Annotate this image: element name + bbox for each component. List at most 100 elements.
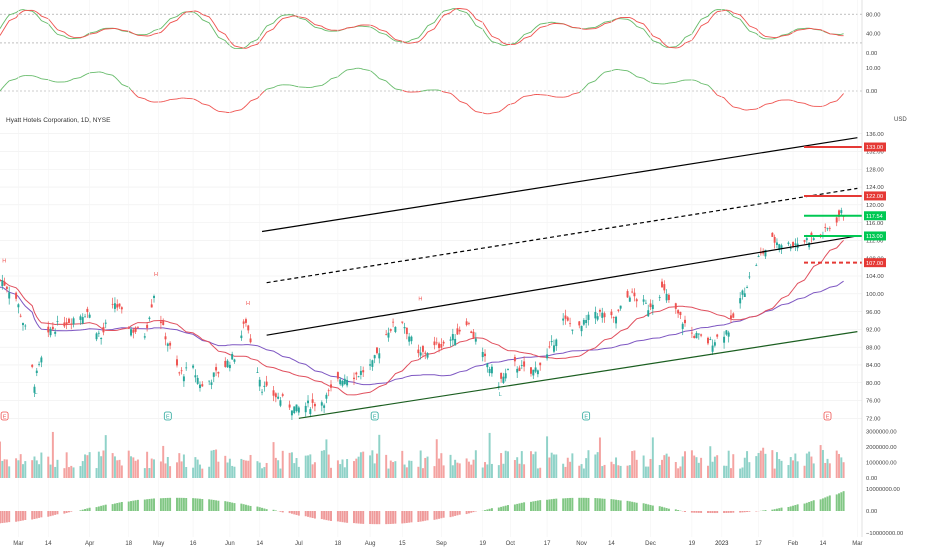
candle-body[interactable] — [684, 319, 686, 324]
candle-body[interactable] — [824, 227, 827, 228]
candle-body[interactable] — [442, 341, 445, 344]
candle-body[interactable] — [210, 382, 213, 385]
candle-body[interactable] — [81, 317, 84, 324]
candle-body[interactable] — [615, 316, 618, 324]
candle-body[interactable] — [392, 321, 395, 323]
candle-body[interactable] — [376, 347, 378, 354]
candle-body[interactable] — [153, 295, 155, 299]
candle-body[interactable] — [378, 353, 381, 359]
candle-body[interactable] — [748, 276, 751, 278]
candle-body[interactable] — [176, 359, 178, 366]
candle-body[interactable] — [490, 366, 493, 374]
candle-body[interactable] — [277, 396, 280, 399]
candle-body[interactable] — [323, 405, 326, 408]
candle-body[interactable] — [263, 385, 266, 387]
candle-body[interactable] — [794, 243, 797, 245]
candle-body[interactable] — [603, 313, 606, 318]
candle-body[interactable] — [143, 336, 146, 338]
candle-body[interactable] — [617, 309, 620, 311]
candle-body[interactable] — [516, 368, 519, 373]
candle-body[interactable] — [530, 367, 532, 374]
candle-body[interactable] — [775, 242, 778, 245]
candle-body[interactable] — [288, 404, 291, 408]
candle-body[interactable] — [803, 240, 806, 242]
candle-body[interactable] — [182, 376, 185, 382]
candle-body[interactable] — [40, 357, 43, 363]
candle-body[interactable] — [419, 352, 422, 356]
candle-body[interactable] — [649, 303, 652, 308]
candle-body[interactable] — [828, 227, 831, 229]
candle-body[interactable] — [180, 370, 183, 372]
candle-body[interactable] — [31, 364, 34, 367]
candle-body[interactable] — [449, 339, 452, 341]
candle-body[interactable] — [458, 329, 461, 332]
candle-body[interactable] — [196, 377, 199, 384]
candle-body[interactable] — [231, 353, 234, 360]
candle-body[interactable] — [353, 377, 355, 380]
candle-body[interactable] — [426, 353, 429, 358]
candle-body[interactable] — [373, 355, 376, 359]
candle-body[interactable] — [95, 333, 98, 340]
candle-body[interactable] — [102, 326, 105, 333]
candle-body[interactable] — [3, 281, 6, 286]
candle-body[interactable] — [587, 314, 590, 320]
candle-body[interactable] — [256, 372, 259, 373]
candle-body[interactable] — [532, 369, 535, 376]
candle-body[interactable] — [401, 321, 404, 323]
candle-body[interactable] — [812, 238, 815, 240]
candle-body[interactable] — [454, 338, 457, 346]
candle-body[interactable] — [690, 332, 693, 334]
candle-body[interactable] — [88, 314, 91, 318]
candle-body[interactable] — [481, 351, 484, 358]
candle-body[interactable] — [741, 290, 744, 295]
candle-body[interactable] — [104, 322, 107, 324]
candle-body[interactable] — [217, 371, 220, 374]
candle-body[interactable] — [279, 400, 282, 406]
candle-body[interactable] — [520, 365, 523, 367]
candle-body[interactable] — [504, 373, 507, 379]
candle-body[interactable] — [564, 315, 567, 319]
candle-body[interactable] — [787, 242, 790, 244]
candle-body[interactable] — [635, 299, 638, 302]
candle-body[interactable] — [325, 394, 328, 399]
candle-body[interactable] — [240, 335, 243, 339]
candle-body[interactable] — [309, 409, 312, 415]
candle-body[interactable] — [580, 325, 583, 332]
candle-body[interactable] — [585, 319, 588, 324]
candle-body[interactable] — [47, 326, 50, 333]
candle-body[interactable] — [341, 381, 344, 386]
candle-body[interactable] — [293, 406, 296, 414]
candle-body[interactable] — [826, 228, 829, 230]
candle-body[interactable] — [610, 311, 613, 316]
candle-body[interactable] — [130, 329, 133, 336]
candle-body[interactable] — [421, 346, 424, 352]
candle-body[interactable] — [15, 292, 18, 299]
candle-body[interactable] — [723, 336, 726, 343]
candle-body[interactable] — [598, 309, 601, 312]
candle-body[interactable] — [132, 329, 135, 333]
candle-body[interactable] — [838, 210, 840, 217]
candle-body[interactable] — [313, 403, 316, 407]
candle-body[interactable] — [792, 242, 795, 247]
candle-body[interactable] — [150, 304, 153, 308]
candle-body[interactable] — [164, 336, 167, 340]
candle-body[interactable] — [569, 323, 572, 325]
candle-body[interactable] — [642, 299, 645, 302]
candle-body[interactable] — [612, 317, 615, 319]
candle-body[interactable] — [281, 394, 284, 396]
candle-body[interactable] — [65, 322, 68, 325]
candle-body[interactable] — [394, 326, 397, 332]
candle-body[interactable] — [355, 372, 358, 375]
candle-body[interactable] — [693, 335, 696, 338]
candle-body[interactable] — [295, 404, 298, 412]
candle-body[interactable] — [84, 316, 87, 318]
candle-body[interactable] — [136, 326, 139, 328]
candle-body[interactable] — [743, 293, 746, 297]
candle-body[interactable] — [835, 217, 838, 223]
candle-body[interactable] — [709, 339, 712, 341]
candle-body[interactable] — [265, 381, 268, 386]
candle-body[interactable] — [185, 367, 188, 369]
candle-body[interactable] — [732, 313, 735, 318]
candle-body[interactable] — [201, 384, 204, 387]
candle-body[interactable] — [658, 297, 661, 298]
